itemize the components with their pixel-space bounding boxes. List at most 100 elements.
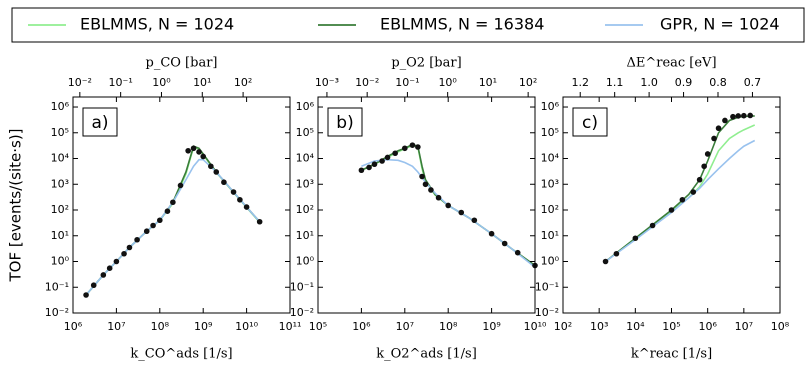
panel-label-box	[327, 107, 363, 137]
data-point	[126, 244, 133, 251]
data-point	[649, 222, 656, 229]
legend-label: EBLMMS, N = 16384	[380, 15, 544, 34]
data-point	[237, 196, 243, 203]
series-line	[605, 139, 756, 263]
x-axis-title: k_CO^ads [1/s]	[130, 347, 232, 362]
y-tick-label: 10⁰	[541, 255, 560, 268]
data-point	[164, 208, 171, 214]
y-tick-label: 10⁻²	[290, 306, 314, 319]
data-point	[185, 147, 191, 154]
x-tick-label: 10⁶	[698, 320, 717, 333]
data-point	[100, 272, 107, 278]
series-line	[85, 145, 261, 296]
data-point	[679, 196, 686, 203]
x2-axis-title: p_CO [bar]	[146, 56, 218, 71]
panel-label: a)	[91, 113, 108, 133]
plot-area	[358, 142, 538, 269]
data-point	[409, 142, 416, 148]
y-tick-label: 10⁻²	[535, 306, 559, 319]
y-tick-label: 10⁰	[51, 255, 70, 268]
series-line	[605, 124, 756, 263]
y-tick-label: 10³	[296, 177, 314, 190]
data-point	[366, 164, 372, 171]
data-point	[134, 236, 140, 243]
x2-axis-title: ΔE^reac [eV]	[626, 56, 716, 71]
data-point	[415, 144, 421, 150]
data-point	[90, 282, 97, 289]
x-tick-label: 10⁸	[151, 320, 170, 333]
data-point	[690, 189, 697, 195]
data-point	[221, 179, 227, 186]
y-tick-label: 10⁶	[51, 100, 70, 113]
series-line	[605, 115, 755, 263]
panel-label: c)	[582, 113, 598, 133]
x2-tick-label: 0.9	[675, 76, 693, 89]
legend: EBLMMS, N = 1024 EBLMMS, N = 16384 GPR, N …	[28, 15, 780, 34]
y-tick-label: 10⁵	[541, 126, 559, 139]
plot-frame	[317, 96, 536, 314]
data-point	[371, 161, 378, 168]
data-point	[704, 151, 711, 157]
y-tick-label: 10³	[541, 177, 559, 190]
x-tick-label: 10⁷	[396, 320, 414, 333]
x-tick-label: 10⁹	[482, 320, 500, 333]
x-tick-label: 10⁷	[107, 320, 125, 333]
x-tick-label: 10⁶	[352, 320, 371, 333]
x-axis-title: k_O2^ads [1/s]	[376, 347, 477, 362]
x2-tick-label: 10¹	[479, 76, 497, 89]
data-point	[230, 189, 237, 195]
data-point	[458, 209, 465, 216]
series-line	[85, 145, 261, 296]
data-point	[200, 153, 206, 160]
data-point	[358, 167, 365, 174]
y-tick-label: 10⁻¹	[45, 280, 69, 293]
data-point	[190, 145, 197, 152]
x2-tick-label: 1.2	[571, 76, 589, 89]
data-point	[106, 265, 113, 271]
x-tick-label: 10⁷	[735, 320, 753, 333]
y-axis-title: TOF [events/(site·s)]	[7, 128, 25, 282]
data-point	[150, 222, 156, 229]
x2-tick-label: 10⁻¹	[109, 76, 133, 89]
y-tick-label: 10⁻²	[45, 306, 69, 319]
y-tick-label: 10¹	[296, 229, 314, 242]
data-point	[83, 292, 89, 298]
data-point	[613, 250, 620, 257]
series-line	[361, 158, 536, 268]
plot-area	[83, 145, 263, 298]
y-tick-label: 10⁻¹	[290, 280, 314, 293]
x-tick-label: 10⁹	[194, 320, 212, 333]
data-point	[435, 194, 442, 201]
legend-label: GPR, N = 1024	[660, 15, 780, 34]
y-tick-label: 10⁵	[296, 126, 314, 139]
x2-tick-label: 10⁻³	[315, 76, 339, 89]
data-point	[384, 154, 391, 161]
y-tick-label: 10⁶	[296, 100, 315, 113]
data-point	[428, 187, 434, 193]
x-tick-label: 10¹⁰	[235, 320, 258, 333]
data-point	[213, 169, 220, 175]
y-tick-label: 10⁴	[296, 152, 315, 165]
data-point	[747, 112, 754, 119]
panel-label: b)	[336, 113, 353, 133]
data-point	[741, 112, 747, 119]
data-point	[196, 149, 202, 155]
y-tick-label: 10²	[296, 203, 314, 216]
x-tick-label: 10⁵	[309, 320, 327, 333]
data-point	[170, 199, 176, 206]
plot-frame	[72, 96, 291, 314]
x-tick-label: 10¹⁰	[524, 320, 547, 333]
x2-tick-label: 0.7	[744, 76, 762, 89]
data-point	[445, 202, 452, 209]
x2-tick-label: 10⁰	[438, 76, 457, 89]
y-tick-label: 10²	[51, 203, 69, 216]
x-tick-label: 10¹¹	[279, 320, 302, 333]
y-tick-label: 10⁵	[51, 126, 69, 139]
x2-tick-label: 1.1	[606, 76, 624, 89]
x2-tick-label: 10⁻¹	[395, 76, 419, 89]
y-tick-label: 10³	[51, 177, 69, 190]
y-tick-label: 10⁶	[541, 100, 560, 113]
y-tick-label: 10¹	[51, 229, 69, 242]
data-point	[488, 230, 495, 237]
